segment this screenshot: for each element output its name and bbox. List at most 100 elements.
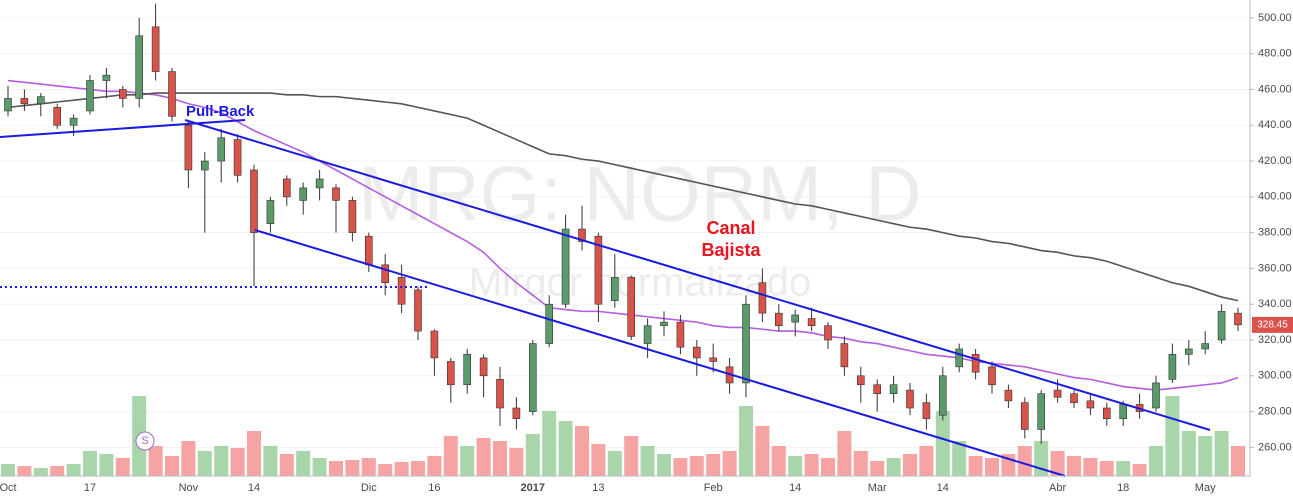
last-price-box <box>1252 316 1293 333</box>
candle-body <box>250 169 258 233</box>
volume-bar <box>624 436 639 476</box>
moving-average <box>7 79 1239 391</box>
candle-body <box>1086 400 1095 409</box>
volume-bar <box>1099 461 1114 476</box>
watermark: MRG: NORM, D <box>358 150 921 238</box>
y-tick-label: 480.00 <box>1258 48 1292 60</box>
volume-bar <box>1083 458 1098 476</box>
candle-body <box>1168 354 1177 380</box>
candle-body <box>299 187 308 201</box>
volume-bar <box>148 446 163 476</box>
candle-body <box>151 26 160 72</box>
candle-body <box>36 96 45 105</box>
candle-body <box>233 139 242 176</box>
x-tick-label: May <box>1195 482 1216 494</box>
volume-bar <box>1050 451 1065 476</box>
moving-averages <box>7 79 1239 391</box>
x-tick-label: Nov <box>179 482 199 494</box>
y-tick-label: 260.00 <box>1258 441 1292 453</box>
annotation: Canal <box>706 218 755 238</box>
candle-body <box>1217 311 1226 341</box>
candle-body <box>266 200 275 224</box>
candle-body <box>742 303 750 384</box>
candle-body <box>627 277 636 337</box>
volume-bar <box>476 438 491 476</box>
volume-bar <box>1017 446 1032 476</box>
volume-bar <box>1067 456 1081 476</box>
volume-bar <box>263 446 278 476</box>
y-tick-label: 340.00 <box>1258 298 1292 310</box>
y-tick-label: 360.00 <box>1258 262 1292 274</box>
candle-body <box>1185 348 1193 355</box>
volume-bar <box>870 461 885 476</box>
candle-body <box>578 228 586 242</box>
volume-bar <box>837 431 852 476</box>
volume-bar <box>591 444 606 476</box>
volume-bar <box>165 456 179 476</box>
volume-bar <box>952 441 967 476</box>
candle-body <box>119 89 127 99</box>
watermark-sub: Mirgor normalizado <box>469 261 811 305</box>
volume-bar <box>525 434 540 476</box>
volume-bar <box>1165 396 1180 476</box>
volume-bar <box>83 451 97 476</box>
volume-bar <box>985 458 999 476</box>
candle-body <box>348 200 357 233</box>
volume-bar <box>640 446 655 476</box>
candle-body <box>1020 402 1029 430</box>
candle-body <box>184 124 193 171</box>
y-tick-label: 380.00 <box>1258 227 1292 239</box>
volume-bar <box>66 464 81 476</box>
candle-body <box>955 348 964 368</box>
candle-body <box>922 402 931 420</box>
volume-bar <box>443 436 458 476</box>
x-tick-label: 18 <box>1117 482 1129 494</box>
y-tick-label: 420.00 <box>1258 155 1292 167</box>
volume-bar <box>345 460 360 476</box>
volume-bar <box>394 462 409 476</box>
candle-body <box>1119 404 1127 420</box>
trendline <box>0 119 246 138</box>
candle-body <box>774 312 783 326</box>
candle-body <box>938 375 947 416</box>
candle-body <box>840 343 849 368</box>
candles <box>4 3 1242 444</box>
volume-bar <box>673 458 688 476</box>
candle-body <box>1201 343 1209 350</box>
volume-bar <box>706 454 721 476</box>
candle-body <box>282 178 291 198</box>
candle-body <box>1234 312 1242 326</box>
candle-body <box>561 228 570 305</box>
volume-bar <box>33 468 48 476</box>
x-tick-label: Feb <box>704 482 723 494</box>
moving-average <box>7 92 1239 302</box>
trendline <box>184 119 1211 431</box>
y-tick-label: 460.00 <box>1258 83 1292 95</box>
candle-body <box>971 354 980 373</box>
volume-bar <box>197 451 212 476</box>
volume-bar <box>1231 446 1245 476</box>
candle-body <box>824 325 832 341</box>
candle-body <box>660 321 668 326</box>
volume-bar <box>968 456 983 476</box>
volume-bar <box>575 426 589 476</box>
annotation: Bajista <box>701 240 761 260</box>
x-tick-label: Dic <box>361 482 377 494</box>
candle-body <box>1103 407 1111 420</box>
candle-body <box>889 384 898 394</box>
candle-body <box>332 187 340 201</box>
candle-body <box>594 235 603 305</box>
volume-bar <box>279 454 294 476</box>
candle-body <box>86 80 94 112</box>
volume-bar <box>689 456 704 476</box>
candle-body <box>20 98 29 105</box>
volume-bar <box>230 448 245 476</box>
candle-body <box>53 107 62 126</box>
volume <box>1 396 1245 476</box>
volume-bar <box>361 458 376 476</box>
candle-body <box>1070 393 1078 403</box>
x-tick-label: Mar <box>868 482 887 494</box>
volume-bar <box>558 421 573 476</box>
volume-bar <box>755 426 770 476</box>
